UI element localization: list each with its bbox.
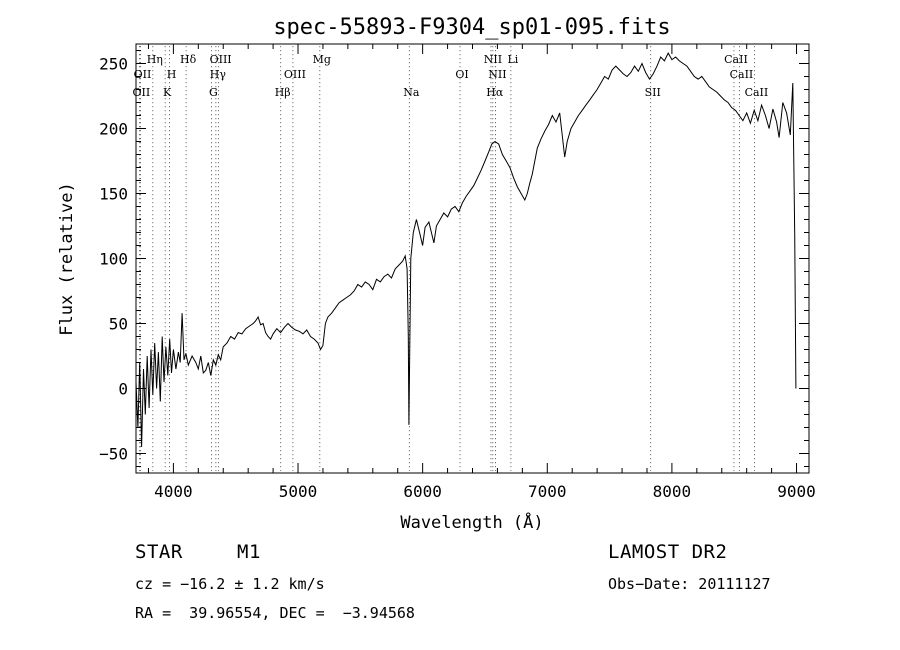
line-label-17: Li xyxy=(507,53,518,66)
x-tick-label-3: 7000 xyxy=(528,482,567,501)
y-tick-label-2: 50 xyxy=(109,315,128,334)
line-label-18: SII xyxy=(645,86,661,99)
spectrum-line xyxy=(135,52,797,448)
y-tick-label-5: 200 xyxy=(99,120,128,139)
x-tick-label-4: 8000 xyxy=(653,482,692,501)
line-label-21: CaII xyxy=(745,86,769,99)
y-tick-label-0: −50 xyxy=(99,445,128,464)
object-subclass: M1 xyxy=(237,541,261,563)
redshift-value: cz = −16.2 ± 1.2 km/s xyxy=(135,575,325,593)
y-tick-label-3: 100 xyxy=(99,250,128,269)
line-label-19: CaII xyxy=(724,53,748,66)
line-label-7: Hγ xyxy=(210,68,227,81)
spectral-line-markers xyxy=(138,46,755,471)
line-label-14: NII xyxy=(484,53,502,66)
line-label-1: OII xyxy=(134,68,152,81)
chart-title: spec-55893-F9304_sp01-095.fits xyxy=(273,15,670,40)
y-axis-label: Flux (relative) xyxy=(57,182,77,336)
coordinates: RA = 39.96554, DEC = −3.94568 xyxy=(135,604,415,622)
line-label-3: K xyxy=(163,86,172,99)
line-label-6: G xyxy=(209,86,218,99)
x-tick-label-1: 5000 xyxy=(279,482,318,501)
line-label-5: Hδ xyxy=(180,53,197,66)
observation-date: Obs−Date: 20111127 xyxy=(608,575,771,593)
object-class: STAR xyxy=(135,541,183,563)
line-label-10: OIII xyxy=(284,68,306,81)
x-tick-label-0: 4000 xyxy=(154,482,193,501)
x-tick-label-2: 6000 xyxy=(403,482,442,501)
x-axis: 4000 5000 6000 7000 8000 9000 xyxy=(147,44,816,501)
x-tick-label-5: 9000 xyxy=(777,482,816,501)
plot-frame xyxy=(135,43,810,474)
line-label-11: Mg xyxy=(313,53,331,66)
line-label-8: OIII xyxy=(210,53,232,66)
line-label-4: H xyxy=(167,68,177,81)
x-axis-label: Wavelength (Å) xyxy=(400,511,543,533)
line-label-16: NII xyxy=(488,68,506,81)
line-label-20: CaII xyxy=(730,68,754,81)
spectral-line-labels: OIIOIIHηKHHδGHγOIIIHβOIIIMgNaOINIIHαNIIL… xyxy=(133,53,769,99)
y-tick-label-6: 250 xyxy=(99,55,128,74)
y-tick-label-1: 0 xyxy=(118,380,128,399)
survey-name: LAMOST DR2 xyxy=(608,541,728,563)
line-label-15: Hα xyxy=(486,86,504,99)
line-label-13: OI xyxy=(455,68,468,81)
line-label-2: Hη xyxy=(147,53,163,66)
line-label-0: OII xyxy=(133,86,151,99)
line-label-12: Na xyxy=(403,86,420,99)
y-tick-label-4: 150 xyxy=(99,185,128,204)
line-label-9: Hβ xyxy=(275,86,291,99)
y-axis: −50 0 50 100 150 200 250 xyxy=(99,50,809,467)
